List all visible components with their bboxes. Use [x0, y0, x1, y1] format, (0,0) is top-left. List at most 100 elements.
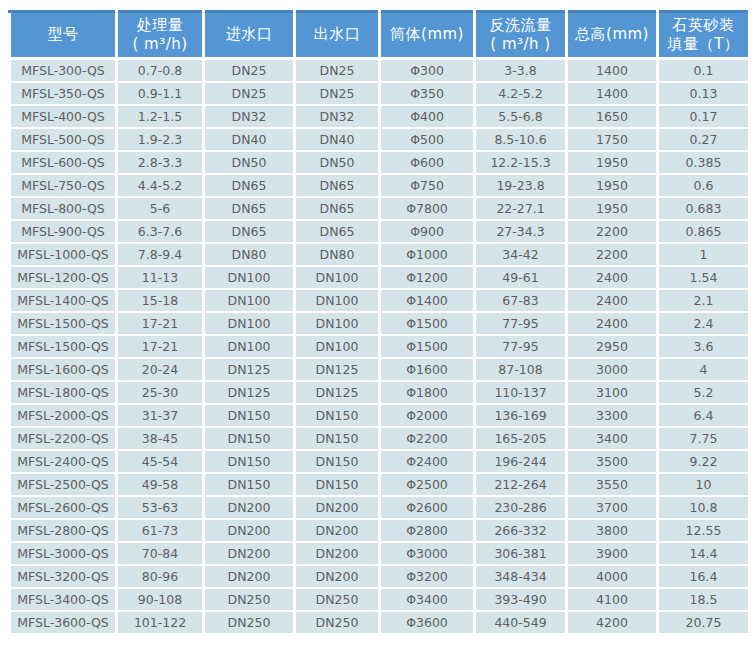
table-cell: Φ2800	[380, 519, 475, 542]
table-cell: 2.8-3.3	[117, 151, 204, 174]
table-cell: 3500	[567, 450, 658, 473]
header-label: 总高(mm)	[570, 25, 654, 45]
table-cell: DN100	[204, 335, 295, 358]
table-cell: 0.9-1.1	[117, 82, 204, 105]
table-row: MFSL-1500-QS17-21DN100DN100Φ150077-95240…	[10, 312, 750, 335]
table-cell: MFSL-400-QS	[10, 105, 117, 128]
header-cell-cylinder: 筒体(mm)	[380, 12, 475, 59]
table-cell: 67-83	[475, 289, 567, 312]
table-header-row: 型号 处理量 ( m³/h) 进水口 出水口 筒体(mm)	[10, 12, 750, 59]
table-cell: MFSL-3600-QS	[10, 611, 117, 634]
table-cell: DN100	[204, 312, 295, 335]
table-cell: 6.4	[658, 404, 750, 427]
table-cell: DN150	[295, 427, 380, 450]
table-cell: DN65	[295, 174, 380, 197]
table-row: MFSL-1600-QS20-24DN125DN125Φ160087-10830…	[10, 358, 750, 381]
table-cell: MFSL-1800-QS	[10, 381, 117, 404]
table-cell: 3800	[567, 519, 658, 542]
table-cell: DN65	[204, 197, 295, 220]
table-cell: DN32	[204, 105, 295, 128]
table-cell: Φ1600	[380, 358, 475, 381]
table-cell: 348-434	[475, 565, 567, 588]
table-cell: DN150	[295, 473, 380, 496]
table-cell: 266-332	[475, 519, 567, 542]
header-label: 型号	[13, 25, 113, 45]
table-cell: DN200	[204, 496, 295, 519]
table-cell: 4.4-5.2	[117, 174, 204, 197]
table-cell: 1400	[567, 59, 658, 83]
table-cell: 70-84	[117, 542, 204, 565]
table-cell: MFSL-800-QS	[10, 197, 117, 220]
table-cell: 1.54	[658, 266, 750, 289]
table-cell: 12.2-15.3	[475, 151, 567, 174]
header-label: 筒体(mm)	[383, 25, 471, 45]
table-cell: 2400	[567, 312, 658, 335]
table-cell: 19-23.8	[475, 174, 567, 197]
table-cell: 0.6	[658, 174, 750, 197]
table-row: MFSL-300-QS0.7-0.8DN25DN25Φ3003-3.814000…	[10, 59, 750, 83]
table-cell: DN80	[295, 243, 380, 266]
header-cell-sand: 石英砂装 填量（T）	[658, 12, 750, 59]
table-cell: DN250	[204, 611, 295, 634]
table-cell: MFSL-1400-QS	[10, 289, 117, 312]
table-cell: MFSL-2400-QS	[10, 450, 117, 473]
header-cell-backwash: 反洗流量 ( m³/h )	[475, 12, 567, 59]
table-row: MFSL-2800-QS61-73DN200DN200Φ2800266-3323…	[10, 519, 750, 542]
table-cell: 0.17	[658, 105, 750, 128]
table-cell: 196-244	[475, 450, 567, 473]
table-cell: 2400	[567, 266, 658, 289]
table-cell: DN200	[204, 542, 295, 565]
table-cell: MFSL-1600-QS	[10, 358, 117, 381]
table-cell: DN200	[204, 565, 295, 588]
table-cell: 8.5-10.6	[475, 128, 567, 151]
table-cell: DN200	[295, 565, 380, 588]
table-row: MFSL-3000-QS70-84DN200DN200Φ3000306-3813…	[10, 542, 750, 565]
table-cell: Φ1500	[380, 335, 475, 358]
table-cell: 16.4	[658, 565, 750, 588]
table-cell: 22-27.1	[475, 197, 567, 220]
table-cell: MFSL-2200-QS	[10, 427, 117, 450]
table-cell: 0.27	[658, 128, 750, 151]
table-cell: 5.5-6.8	[475, 105, 567, 128]
table-cell: 17-21	[117, 335, 204, 358]
table-cell: 2950	[567, 335, 658, 358]
table-cell: 17-21	[117, 312, 204, 335]
table-row: MFSL-1400-QS15-18DN100DN100Φ140067-83240…	[10, 289, 750, 312]
table-cell: DN100	[204, 289, 295, 312]
table-cell: DN100	[295, 266, 380, 289]
table-cell: Φ1200	[380, 266, 475, 289]
table-cell: DN100	[295, 312, 380, 335]
table-cell: Φ1400	[380, 289, 475, 312]
table-cell: Φ1000	[380, 243, 475, 266]
table-cell: Φ2400	[380, 450, 475, 473]
table-row: MFSL-350-QS0.9-1.1DN25DN25Φ3504.2-5.2140…	[10, 82, 750, 105]
table-row: MFSL-400-QS1.2-1.5DN32DN32Φ4005.5-6.8165…	[10, 105, 750, 128]
header-sublabel: 填量（T）	[661, 35, 746, 55]
table-cell: MFSL-750-QS	[10, 174, 117, 197]
table-cell: DN250	[295, 611, 380, 634]
spec-table: 型号 处理量 ( m³/h) 进水口 出水口 筒体(mm)	[8, 10, 751, 635]
table-cell: 2200	[567, 220, 658, 243]
table-cell: Φ3200	[380, 565, 475, 588]
table-cell: MFSL-3200-QS	[10, 565, 117, 588]
table-row: MFSL-1200-QS11-13DN100DN100Φ120049-61240…	[10, 266, 750, 289]
header-cell-model: 型号	[10, 12, 117, 59]
table-cell: 3400	[567, 427, 658, 450]
table-cell: 393-490	[475, 588, 567, 611]
table-cell: DN80	[204, 243, 295, 266]
table-cell: 49-61	[475, 266, 567, 289]
table-cell: 0.683	[658, 197, 750, 220]
table-row: MFSL-1800-QS25-30DN125DN125Φ1800110-1373…	[10, 381, 750, 404]
table-cell: 3-3.8	[475, 59, 567, 83]
table-cell: DN25	[204, 82, 295, 105]
table-cell: 15-18	[117, 289, 204, 312]
table-row: MFSL-900-QS6.3-7.6DN65DN65Φ90027-34.3220…	[10, 220, 750, 243]
table-cell: Φ3600	[380, 611, 475, 634]
table-cell: DN200	[204, 519, 295, 542]
table-cell: MFSL-3000-QS	[10, 542, 117, 565]
table-cell: DN150	[204, 473, 295, 496]
table-cell: 1950	[567, 197, 658, 220]
table-cell: MFSL-1000-QS	[10, 243, 117, 266]
table-cell: DN65	[295, 220, 380, 243]
table-cell: 3300	[567, 404, 658, 427]
